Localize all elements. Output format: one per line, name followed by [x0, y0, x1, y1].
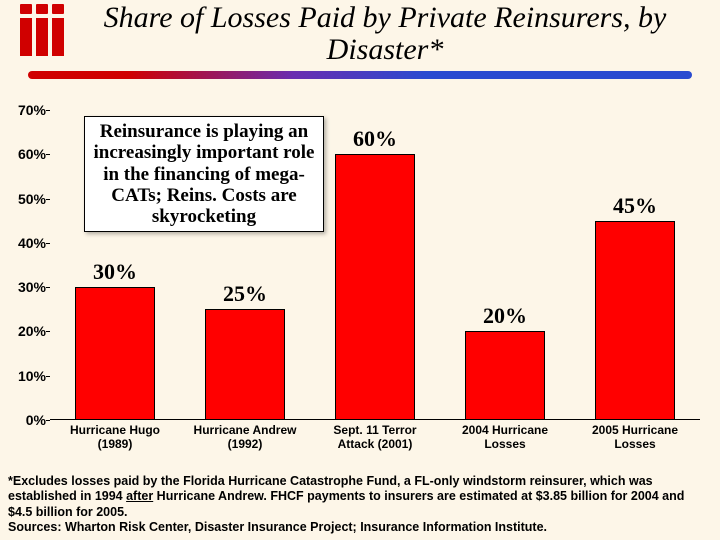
- bar: [205, 309, 285, 420]
- y-tick-label: 40%: [4, 235, 46, 251]
- y-tick-mark: [46, 331, 50, 332]
- x-category-label: 2005 Hurricane Losses: [592, 424, 678, 452]
- x-category-label: 2004 Hurricane Losses: [462, 424, 548, 452]
- slide-title: Share of Losses Paid by Private Reinsure…: [10, 2, 710, 65]
- y-tick-label: 30%: [4, 279, 46, 295]
- footnote-sources: Sources: Wharton Risk Center, Disaster I…: [8, 520, 547, 534]
- bar-value-label: 45%: [613, 193, 657, 219]
- y-tick-mark: [46, 376, 50, 377]
- bar: [335, 154, 415, 420]
- y-tick-label: 60%: [4, 146, 46, 162]
- y-tick-mark: [46, 199, 50, 200]
- y-tick-mark: [46, 287, 50, 288]
- x-category-label: Sept. 11 Terror Attack (2001): [333, 424, 416, 452]
- header: Share of Losses Paid by Private Reinsure…: [0, 0, 720, 79]
- y-tick-label: 0%: [4, 412, 46, 428]
- x-category-label: Hurricane Hugo (1989): [70, 424, 160, 452]
- bar-value-label: 25%: [223, 281, 267, 307]
- y-tick-mark: [46, 243, 50, 244]
- divider-rule: [28, 71, 692, 79]
- bar: [595, 221, 675, 420]
- bar: [75, 287, 155, 420]
- y-tick-label: 50%: [4, 191, 46, 207]
- iii-logo: [20, 18, 70, 58]
- y-tick-mark: [46, 420, 50, 421]
- bar-value-label: 60%: [353, 126, 397, 152]
- y-tick-mark: [46, 110, 50, 111]
- y-tick-mark: [46, 154, 50, 155]
- footnote-after: after: [126, 489, 153, 503]
- y-tick-label: 70%: [4, 102, 46, 118]
- y-tick-label: 10%: [4, 368, 46, 384]
- callout-box: Reinsurance is playing an increasingly i…: [84, 116, 324, 232]
- x-category-label: Hurricane Andrew (1992): [194, 424, 297, 452]
- footnote: *Excludes losses paid by the Florida Hur…: [8, 474, 712, 537]
- bar-value-label: 20%: [483, 303, 527, 329]
- bar: [465, 331, 545, 420]
- y-tick-label: 20%: [4, 323, 46, 339]
- bar-value-label: 30%: [93, 259, 137, 285]
